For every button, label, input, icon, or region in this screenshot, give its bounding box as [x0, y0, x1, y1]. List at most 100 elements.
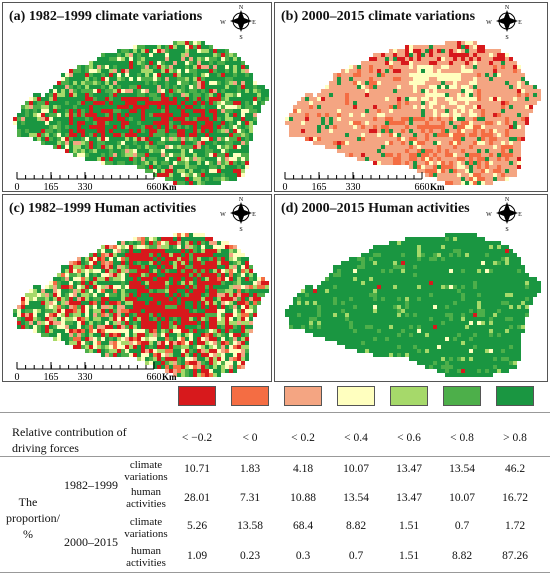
scale-bar-a: 0 165 330 660 Km — [11, 171, 201, 191]
legend-swatch — [178, 386, 216, 406]
legend-class-label: < 0 — [242, 432, 258, 444]
table-cell: 13.47 — [396, 463, 422, 475]
scale-bar-c: 0 165 330 660 Km — [11, 361, 201, 381]
table-cell: 1.83 — [239, 463, 261, 475]
table-cell: 13.58 — [237, 520, 263, 532]
table-cell: 87.26 — [502, 550, 528, 562]
map-panel-b: N S E W (b) 2000–2015 climate variations 0 1… — [274, 2, 548, 192]
table-cell: 28.01 — [184, 492, 210, 504]
table-cell: 7.31 — [239, 492, 261, 504]
table-divider — [0, 412, 550, 413]
table-cell: 1.72 — [504, 520, 526, 532]
scale-tick-label: 330 — [78, 182, 93, 191]
scale-unit: Km — [430, 182, 445, 191]
table-cell: 13.47 — [396, 492, 422, 504]
panel-title-a: (a) 1982–1999 climate variations — [9, 9, 203, 24]
legend-class-label: < 0.2 — [291, 432, 315, 444]
scale-tick-label: 165 — [44, 372, 59, 381]
scale-tick-label: 660 — [147, 182, 162, 191]
scale-bar-graphic: 0 165 330 660 Km — [15, 362, 177, 381]
legend-swatch — [231, 386, 269, 406]
legend-class-label: > 0.8 — [503, 432, 527, 444]
svg-text:N: N — [505, 5, 510, 11]
table-cell: 4.18 — [292, 463, 314, 475]
scale-bar-graphic: 0 165 330 660 Km — [283, 172, 445, 191]
table-cell: 0.23 — [239, 550, 261, 562]
map-panel-c: N S E W (c) 1982–1999 Human activities 0 165… — [2, 194, 272, 382]
svg-text:N: N — [239, 5, 244, 11]
table-cell: 10.07 — [449, 492, 475, 504]
table-cell: 16.72 — [502, 492, 528, 504]
driver-label: climate variations — [124, 516, 168, 540]
scale-tick-label: 660 — [415, 182, 430, 191]
table-cell: 0.7 — [454, 520, 470, 532]
scale-tick-label: 165 — [312, 182, 327, 191]
period-label: 2000–2015 — [64, 535, 118, 549]
table-cell: 13.54 — [449, 463, 475, 475]
svg-text:E: E — [518, 20, 522, 26]
driver-label: climate variations — [124, 459, 168, 483]
legend-class-label: < 0.8 — [450, 432, 474, 444]
map-panel-a: N S E W (a) 1982–1999 climate variations 0 1… — [2, 2, 272, 192]
legend-swatch — [337, 386, 375, 406]
legend-class-label: < 0.6 — [397, 432, 421, 444]
table-cell: 0.3 — [295, 550, 311, 562]
legend-swatch — [284, 386, 322, 406]
region-map-b: N S E W — [285, 5, 541, 185]
table-cell: 8.82 — [451, 550, 473, 562]
scale-tick-label: 165 — [44, 182, 59, 191]
scale-bar-b: 0 165 330 660 Km — [279, 171, 469, 191]
map-raster — [13, 41, 269, 185]
table-cell: 10.07 — [343, 463, 369, 475]
region-map-a: N S E W — [13, 5, 269, 185]
svg-text:S: S — [505, 35, 508, 41]
legend-swatch — [496, 386, 534, 406]
svg-text:W: W — [486, 20, 492, 26]
table-cell: 0.7 — [348, 550, 364, 562]
period-label: 1982–1999 — [64, 478, 118, 492]
map-raster — [285, 41, 541, 185]
panel-title-c: (c) 1982–1999 Human activities — [9, 201, 197, 216]
panel-title-b: (b) 2000–2015 climate variations — [281, 9, 476, 24]
svg-text:S: S — [239, 227, 242, 233]
legend-class-label: < −0.2 — [181, 432, 213, 444]
table-cell: 8.82 — [345, 520, 367, 532]
table-cell: 5.26 — [186, 520, 208, 532]
svg-text:W: W — [220, 20, 226, 26]
scale-tick-label: 330 — [78, 372, 93, 381]
legend-header: Relative contribution of driving forces — [12, 425, 127, 455]
map-raster — [285, 233, 541, 377]
legend-swatch — [390, 386, 428, 406]
scale-bar-graphic: 0 165 330 660 Km — [15, 172, 177, 191]
table-divider — [0, 456, 550, 457]
table-cell: 10.88 — [290, 492, 316, 504]
driver-label: human activities — [126, 545, 166, 569]
table-cell: 1.51 — [398, 520, 420, 532]
compass-icon: N S E W — [486, 5, 522, 41]
table-cell: 1.51 — [398, 550, 420, 562]
legend-swatch — [443, 386, 481, 406]
panel-title-d: (d) 2000–2015 Human activities — [281, 201, 470, 216]
scale-unit: Km — [162, 182, 177, 191]
map-raster — [13, 233, 269, 377]
scale-unit: Km — [162, 372, 177, 381]
svg-text:S: S — [239, 35, 242, 41]
table-divider — [0, 572, 550, 573]
scale-tick-label: 0 — [15, 182, 20, 191]
row-group-label: The proportion/ % — [6, 495, 60, 541]
legend-swatches — [0, 386, 550, 410]
table-cell: 13.54 — [343, 492, 369, 504]
table-cell: 46.2 — [504, 463, 526, 475]
table-cell: 1.09 — [186, 550, 208, 562]
svg-text:N: N — [239, 197, 244, 203]
legend-class-label: < 0.4 — [344, 432, 368, 444]
scale-tick-label: 0 — [283, 182, 288, 191]
svg-text:E: E — [252, 212, 256, 218]
region-map-c: N S E W — [13, 197, 269, 377]
scale-tick-label: 330 — [346, 182, 361, 191]
